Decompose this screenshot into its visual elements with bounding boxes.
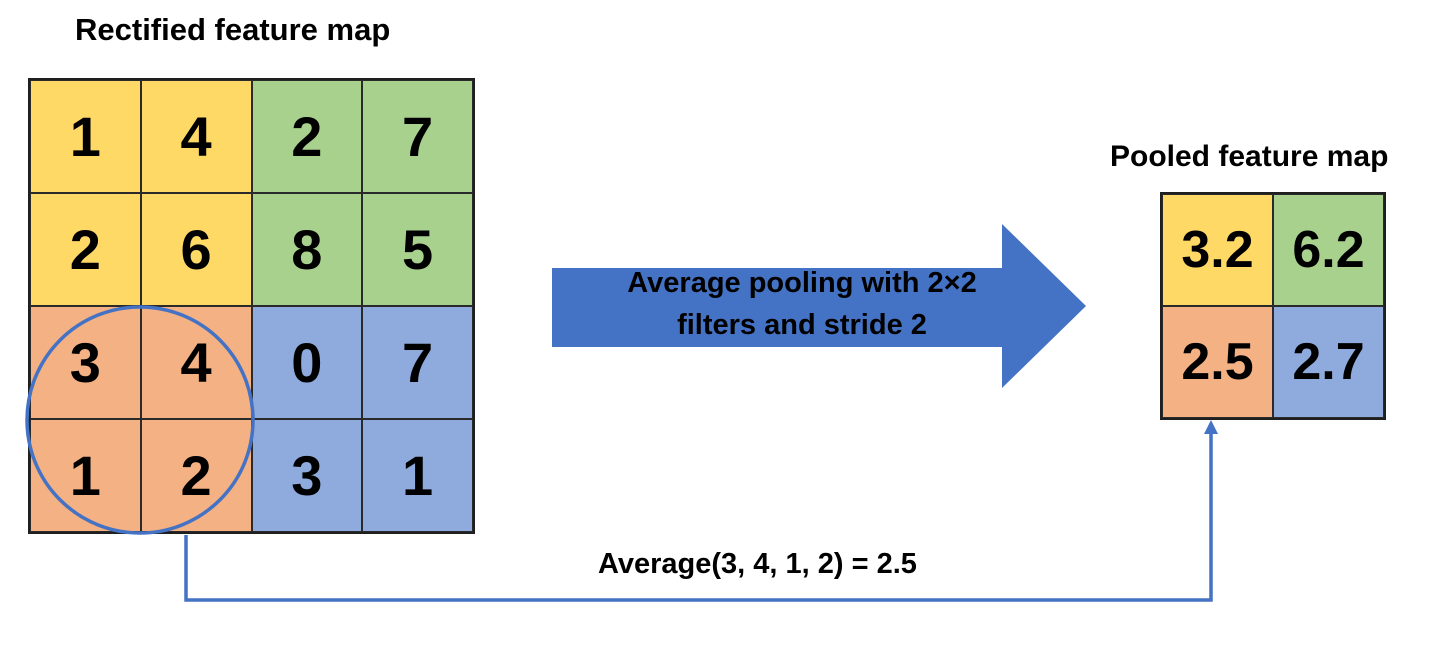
rectified-cell: 1 xyxy=(362,419,473,532)
rectified-cell: 0 xyxy=(251,306,363,419)
rectified-cell: 7 xyxy=(362,80,473,193)
highlight-circle xyxy=(25,305,255,535)
rectified-cell: 2 xyxy=(30,193,141,306)
pooling-arrow xyxy=(552,224,1086,388)
pooled-cell: 2.5 xyxy=(1162,306,1273,418)
rectified-cell: 1 xyxy=(30,80,141,193)
rectified-cell: 3 xyxy=(30,306,141,419)
pooling-arrow-label: Average pooling with 2×2 filters and str… xyxy=(552,262,1052,346)
pooled-cell: 3.2 xyxy=(1162,194,1273,306)
rectified-cell: 2 xyxy=(140,419,252,532)
pooled-cell: 6.2 xyxy=(1273,194,1384,306)
pooled-feature-map-grid: 3.2 6.2 2.5 2.7 xyxy=(1160,192,1386,420)
pooled-feature-map-title: Pooled feature map xyxy=(1110,140,1389,173)
pooling-arrow-label-line2: filters and stride 2 xyxy=(677,309,927,342)
rectified-cell: 6 xyxy=(140,193,252,306)
connector-line xyxy=(184,432,1213,602)
average-calculation-label: Average(3, 4, 1, 2) = 2.5 xyxy=(598,548,917,580)
rectified-feature-map-grid: 1 4 2 7 2 6 8 5 3 4 0 7 1 2 3 1 xyxy=(28,78,475,534)
rectified-cell: 2 xyxy=(251,80,363,193)
rectified-cell: 3 xyxy=(251,419,363,532)
rectified-cell: 1 xyxy=(30,419,141,532)
pooling-arrow-label-line1: Average pooling with 2×2 xyxy=(627,267,977,299)
rectified-cell: 7 xyxy=(362,306,473,419)
rectified-cell: 5 xyxy=(362,193,473,306)
rectified-cell: 8 xyxy=(251,193,363,306)
rectified-cell: 4 xyxy=(140,306,252,419)
pooled-cell: 2.7 xyxy=(1273,306,1384,418)
rectified-cell: 4 xyxy=(140,80,252,193)
rectified-feature-map-title: Rectified feature map xyxy=(75,12,391,47)
connector-arrowhead xyxy=(1204,420,1218,434)
